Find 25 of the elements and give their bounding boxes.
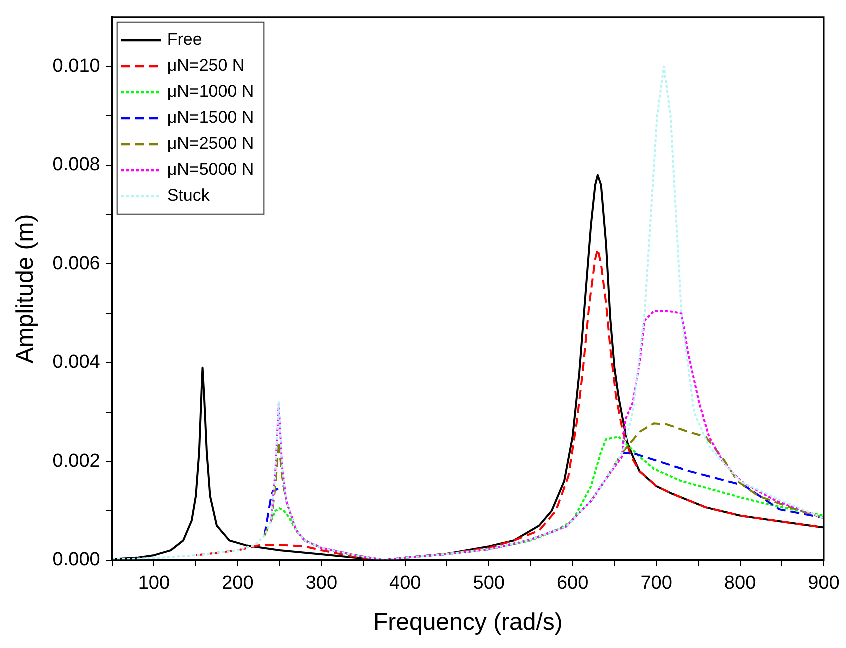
x-tick-label: 200 bbox=[222, 573, 254, 594]
legend-label: μN=250 N bbox=[167, 56, 245, 76]
x-tick-label: 800 bbox=[724, 573, 756, 594]
y-tick-label: 0.004 bbox=[52, 352, 101, 374]
legend-label: μN=5000 N bbox=[167, 160, 254, 180]
y-tick-label: 0.010 bbox=[52, 56, 100, 77]
x-tick-label: 100 bbox=[138, 573, 170, 594]
x-tick-label: 300 bbox=[306, 573, 338, 594]
legend-label: μN=2500 N bbox=[167, 134, 254, 154]
x-tick-label: 600 bbox=[556, 573, 589, 594]
y-tick-label: 0.002 bbox=[52, 450, 100, 472]
y-axis-title: Amplitude (m) bbox=[12, 214, 40, 364]
x-tick-label: 400 bbox=[390, 573, 422, 594]
legend-label: Stuck bbox=[167, 186, 210, 206]
y-tick-label: 0.008 bbox=[52, 154, 100, 176]
line-series bbox=[270, 310, 824, 560]
x-tick-label: 700 bbox=[640, 573, 672, 594]
x-tick-label: 900 bbox=[808, 573, 840, 594]
legend-label: μN=1000 N bbox=[167, 82, 254, 102]
y-tick-label: 0.000 bbox=[52, 550, 100, 571]
x-axis-title: Frequency (rad/s) bbox=[373, 609, 563, 636]
legend-label: Free bbox=[167, 30, 202, 50]
x-tick-label: 500 bbox=[473, 573, 505, 594]
legend-label: μN=1500 N bbox=[167, 108, 254, 128]
y-tick-label: 0.006 bbox=[52, 253, 100, 274]
